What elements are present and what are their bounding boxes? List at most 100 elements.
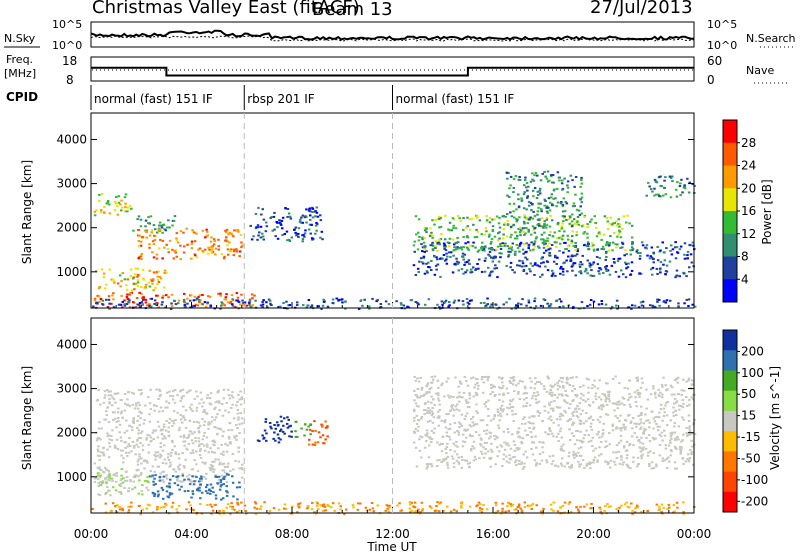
velocity-cell: [236, 503, 240, 506]
velocity-cell: [660, 503, 664, 506]
velocity-cell: [540, 510, 543, 513]
power-cell: [498, 231, 501, 234]
power-cell: [525, 304, 528, 307]
velocity-cell: [197, 430, 201, 433]
velocity-cell: [620, 456, 623, 458]
power-cell: [574, 193, 577, 196]
velocity-cell: [532, 426, 536, 429]
power-cell: [474, 246, 477, 249]
power-cell: [618, 229, 621, 232]
velocity-cell: [126, 454, 129, 457]
velocity-cell: [524, 429, 527, 432]
power-cell: [232, 254, 235, 257]
velocity-cell: [140, 472, 143, 475]
velocity-cell: [294, 435, 298, 438]
power-cell: [522, 220, 526, 223]
power-cell: [637, 306, 641, 309]
power-cell: [120, 209, 123, 212]
velocity-cell: [279, 428, 283, 431]
power-cell: [610, 305, 614, 308]
power-cell: [630, 269, 634, 272]
velocity-cell: [386, 507, 389, 510]
power-cell: [534, 262, 537, 265]
velocity-cell: [126, 476, 129, 478]
power-cell: [430, 231, 433, 234]
power-cell: [524, 232, 527, 235]
velocity-cell: [607, 398, 610, 400]
velocity-cell: [574, 408, 577, 411]
velocity-cell: [585, 464, 588, 467]
power-cell: [523, 222, 526, 225]
power-cell: [194, 254, 197, 257]
velocity-cell: [229, 512, 232, 515]
velocity-cell: [446, 442, 449, 445]
velocity-cell: [123, 487, 126, 489]
power-cell: [485, 230, 488, 233]
power-cell: [533, 300, 536, 303]
power-cell: [314, 232, 317, 235]
power-cell: [533, 240, 537, 243]
velocity-cell: [674, 378, 678, 381]
power-cell: [418, 260, 421, 263]
velocity-cell: [218, 401, 221, 404]
velocity-cell: [322, 505, 325, 508]
velocity-cell: [193, 431, 196, 434]
velocity-cell: [396, 504, 399, 507]
power-colorbar-swatch: [723, 188, 737, 212]
velocity-cell: [545, 459, 548, 462]
power-cell: [209, 240, 213, 243]
power-cell: [489, 242, 493, 245]
velocity-cell: [676, 376, 680, 379]
velocity-cell: [498, 376, 501, 379]
velocity-cell: [615, 444, 619, 447]
power-cell: [586, 259, 589, 262]
velocity-cell: [686, 458, 689, 461]
velocity-cell: [604, 446, 607, 449]
freq-left-tick-bottom: 8: [66, 73, 74, 87]
velocity-cell: [427, 406, 430, 409]
velocity-cell: [283, 417, 286, 420]
velocity-cell: [307, 425, 310, 428]
velocity-cell: [582, 394, 585, 397]
power-cell: [664, 193, 668, 196]
velocity-cell: [220, 474, 224, 477]
power-cell: [515, 243, 519, 246]
velocity-cell: [123, 479, 127, 482]
velocity-cell: [493, 438, 497, 441]
power-cell: [141, 297, 144, 299]
velocity-cell: [172, 468, 175, 471]
power-cell: [552, 272, 555, 275]
velocity-cell: [587, 434, 590, 437]
power-cell: [259, 304, 263, 307]
velocity-cell: [590, 507, 593, 510]
velocity-cell: [107, 434, 111, 437]
velocity-cell: [622, 446, 626, 449]
velocity-cell: [669, 419, 672, 422]
power-cell: [466, 247, 470, 250]
power-cell: [508, 297, 511, 300]
velocity-cell: [269, 425, 272, 428]
velocity-cell: [635, 504, 639, 507]
velocity-cell: [465, 380, 468, 383]
power-cell: [615, 220, 618, 223]
velocity-cell: [551, 460, 555, 463]
power-cell: [438, 218, 441, 220]
velocity-cell: [627, 466, 630, 469]
velocity-cell: [169, 478, 172, 481]
velocity-cell: [593, 379, 596, 382]
power-cell: [645, 244, 649, 247]
power-cell: [161, 257, 164, 260]
velocity-cell: [209, 492, 212, 495]
power-cell: [538, 218, 541, 221]
power-cell: [301, 221, 304, 224]
velocity-cell: [493, 414, 496, 416]
velocity-cell: [191, 490, 194, 493]
velocity-cell: [482, 456, 486, 459]
power-cell: [249, 306, 253, 308]
velocity-cell: [675, 414, 678, 416]
power-cell: [175, 255, 178, 258]
power-cell: [423, 236, 426, 239]
power-cell: [523, 191, 526, 194]
power-cell: [475, 228, 478, 231]
velocity-cell: [662, 506, 665, 509]
